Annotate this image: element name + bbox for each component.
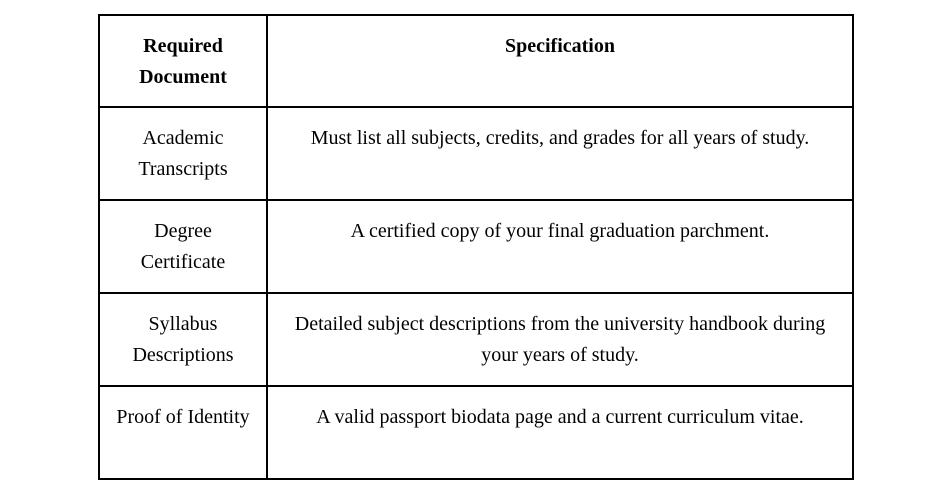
document-cell: Proof of Identity: [98, 385, 268, 480]
specification-cell: Detailed subject descriptions from the u…: [266, 292, 854, 387]
table-header-row: Required Document Specification: [98, 14, 854, 108]
table-row: Syllabus Descriptions Detailed subject d…: [98, 292, 854, 387]
table-row: Academic Transcripts Must list all subje…: [98, 106, 854, 201]
document-cell: Academic Transcripts: [98, 106, 268, 201]
document-cell: Degree Certificate: [98, 199, 268, 294]
specification-cell: A certified copy of your final graduatio…: [266, 199, 854, 294]
table-row: Proof of Identity A valid passport bioda…: [98, 385, 854, 480]
table-row: Degree Certificate A certified copy of y…: [98, 199, 854, 294]
column-header-required-document: Required Document: [98, 14, 268, 108]
specification-cell: A valid passport biodata page and a curr…: [266, 385, 854, 480]
required-documents-table: Required Document Specification Academic…: [98, 14, 854, 480]
document-cell: Syllabus Descriptions: [98, 292, 268, 387]
column-header-specification: Specification: [266, 14, 854, 108]
specification-cell: Must list all subjects, credits, and gra…: [266, 106, 854, 201]
